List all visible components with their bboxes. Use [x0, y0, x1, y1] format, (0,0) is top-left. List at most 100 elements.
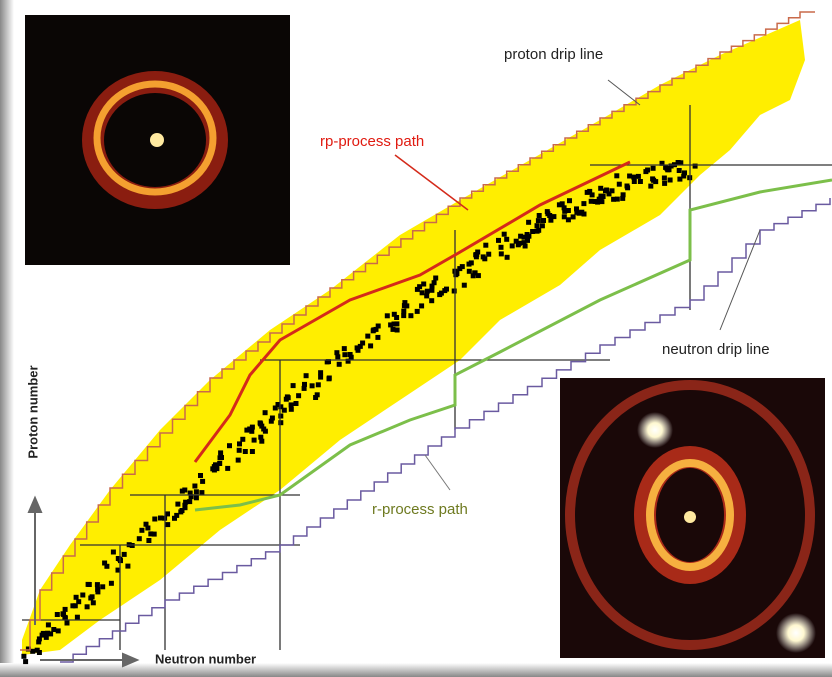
- stable-nucleus: [269, 415, 275, 421]
- stable-nucleus: [365, 333, 371, 339]
- stable-nucleus: [501, 231, 507, 237]
- stable-nucleus: [662, 180, 668, 186]
- stable-nucleus: [384, 313, 390, 319]
- stable-nucleus: [470, 273, 476, 279]
- stable-nucleus: [268, 418, 274, 424]
- stable-nucleus: [36, 636, 42, 642]
- stable-nucleus: [682, 170, 687, 176]
- label: proton drip line: [504, 46, 603, 63]
- proton-drip-line: [20, 11, 815, 651]
- stable-nucleus: [567, 198, 572, 204]
- stable-nucleus: [259, 438, 265, 444]
- stable-nucleus: [562, 208, 568, 214]
- stable-nucleus: [236, 447, 242, 453]
- stable-nucleus: [48, 631, 54, 637]
- stable-nucleus: [25, 646, 31, 652]
- stable-nucleus: [414, 308, 420, 314]
- stable-nucleus: [334, 350, 340, 356]
- stable-nucleus: [183, 499, 189, 505]
- stable-nucleus: [335, 354, 341, 360]
- stable-nucleus: [187, 499, 193, 505]
- stable-nucleus: [627, 173, 633, 179]
- stable-nucleus: [34, 647, 40, 653]
- stable-nucleus: [110, 549, 116, 555]
- stable-nucleus: [357, 343, 363, 349]
- stable-nucleus: [534, 228, 540, 234]
- stable-nucleus: [620, 195, 626, 201]
- stable-nucleus: [536, 213, 542, 218]
- stable-nucleus: [521, 234, 527, 240]
- stable-nucleus: [193, 495, 199, 501]
- stable-nucleus: [139, 527, 145, 533]
- axis-label: Proton number: [25, 365, 40, 458]
- stable-nucleus: [51, 627, 57, 632]
- stable-nucleus: [547, 213, 553, 218]
- stable-nucleus: [429, 287, 435, 293]
- inset-image: [25, 15, 290, 265]
- r-process-line: [194, 178, 832, 512]
- stable-nucleus: [275, 402, 281, 407]
- stable-nucleus: [172, 515, 177, 521]
- stable-nucleus: [318, 370, 324, 376]
- stable-nucleus: [262, 428, 268, 434]
- label: rp-process path: [320, 133, 424, 150]
- stable-nucleus: [635, 173, 641, 179]
- stable-nucleus: [597, 196, 603, 202]
- stable-nucleus: [631, 174, 637, 180]
- stable-nucleus: [516, 240, 522, 246]
- stable-nucleus: [21, 653, 27, 659]
- pointer: [424, 454, 451, 491]
- stable-nucleus: [431, 280, 437, 286]
- stable-nucleus: [404, 303, 410, 309]
- stable-nucleus: [249, 449, 255, 454]
- stable-nucleus: [576, 210, 582, 216]
- stable-nucleus: [498, 251, 504, 257]
- pointer: [394, 154, 469, 211]
- stable-nucleus: [240, 436, 246, 442]
- stable-nucleus: [625, 185, 631, 191]
- stable-nucleus: [61, 611, 66, 617]
- stable-nucleus: [677, 176, 683, 182]
- stable-nucleus: [401, 313, 407, 319]
- stable-nucleus: [631, 179, 637, 184]
- stable-nucleus: [614, 196, 620, 202]
- stable-nucleus: [251, 437, 257, 443]
- stable-nucleus: [414, 286, 420, 292]
- stable-nucleus: [55, 628, 61, 634]
- stable-nucleus: [648, 183, 654, 189]
- stable-nucleus: [368, 343, 374, 349]
- stable-nucleus: [152, 516, 158, 522]
- stable-nucleus: [483, 242, 489, 248]
- stable-nucleus: [278, 413, 284, 419]
- grid: [22, 105, 832, 650]
- stable-nucleus: [424, 288, 430, 294]
- stable-nucleus: [102, 560, 108, 566]
- stable-nucleus: [72, 603, 78, 609]
- stable-nucleus: [417, 284, 423, 290]
- stable-nucleus: [668, 163, 674, 169]
- stable-nucleus: [611, 196, 617, 202]
- stable-nucleus: [565, 208, 571, 213]
- stable-nucleus: [504, 236, 510, 242]
- stable-nucleus: [281, 407, 287, 413]
- stable-nucleus: [345, 358, 351, 364]
- stable-nucleus: [318, 374, 324, 380]
- stable-nucleus: [659, 160, 665, 166]
- stable-nucleus: [676, 168, 682, 173]
- stable-nucleus: [182, 505, 188, 511]
- inset-image: [560, 378, 825, 658]
- stable-nucleus: [94, 582, 100, 588]
- stable-nucleus: [466, 261, 472, 267]
- stable-nucleus: [193, 489, 199, 495]
- stable-nucleus: [614, 173, 620, 179]
- stable-nucleus: [616, 181, 622, 187]
- pointer: [719, 229, 761, 331]
- stable-nucleus: [498, 244, 504, 250]
- stable-nucleus: [192, 483, 198, 489]
- stable-nucleus: [187, 490, 193, 496]
- stable-nucleus: [408, 313, 414, 319]
- stable-nucleus: [237, 441, 242, 447]
- stable-nucleus: [429, 283, 435, 289]
- pointer: [607, 79, 641, 106]
